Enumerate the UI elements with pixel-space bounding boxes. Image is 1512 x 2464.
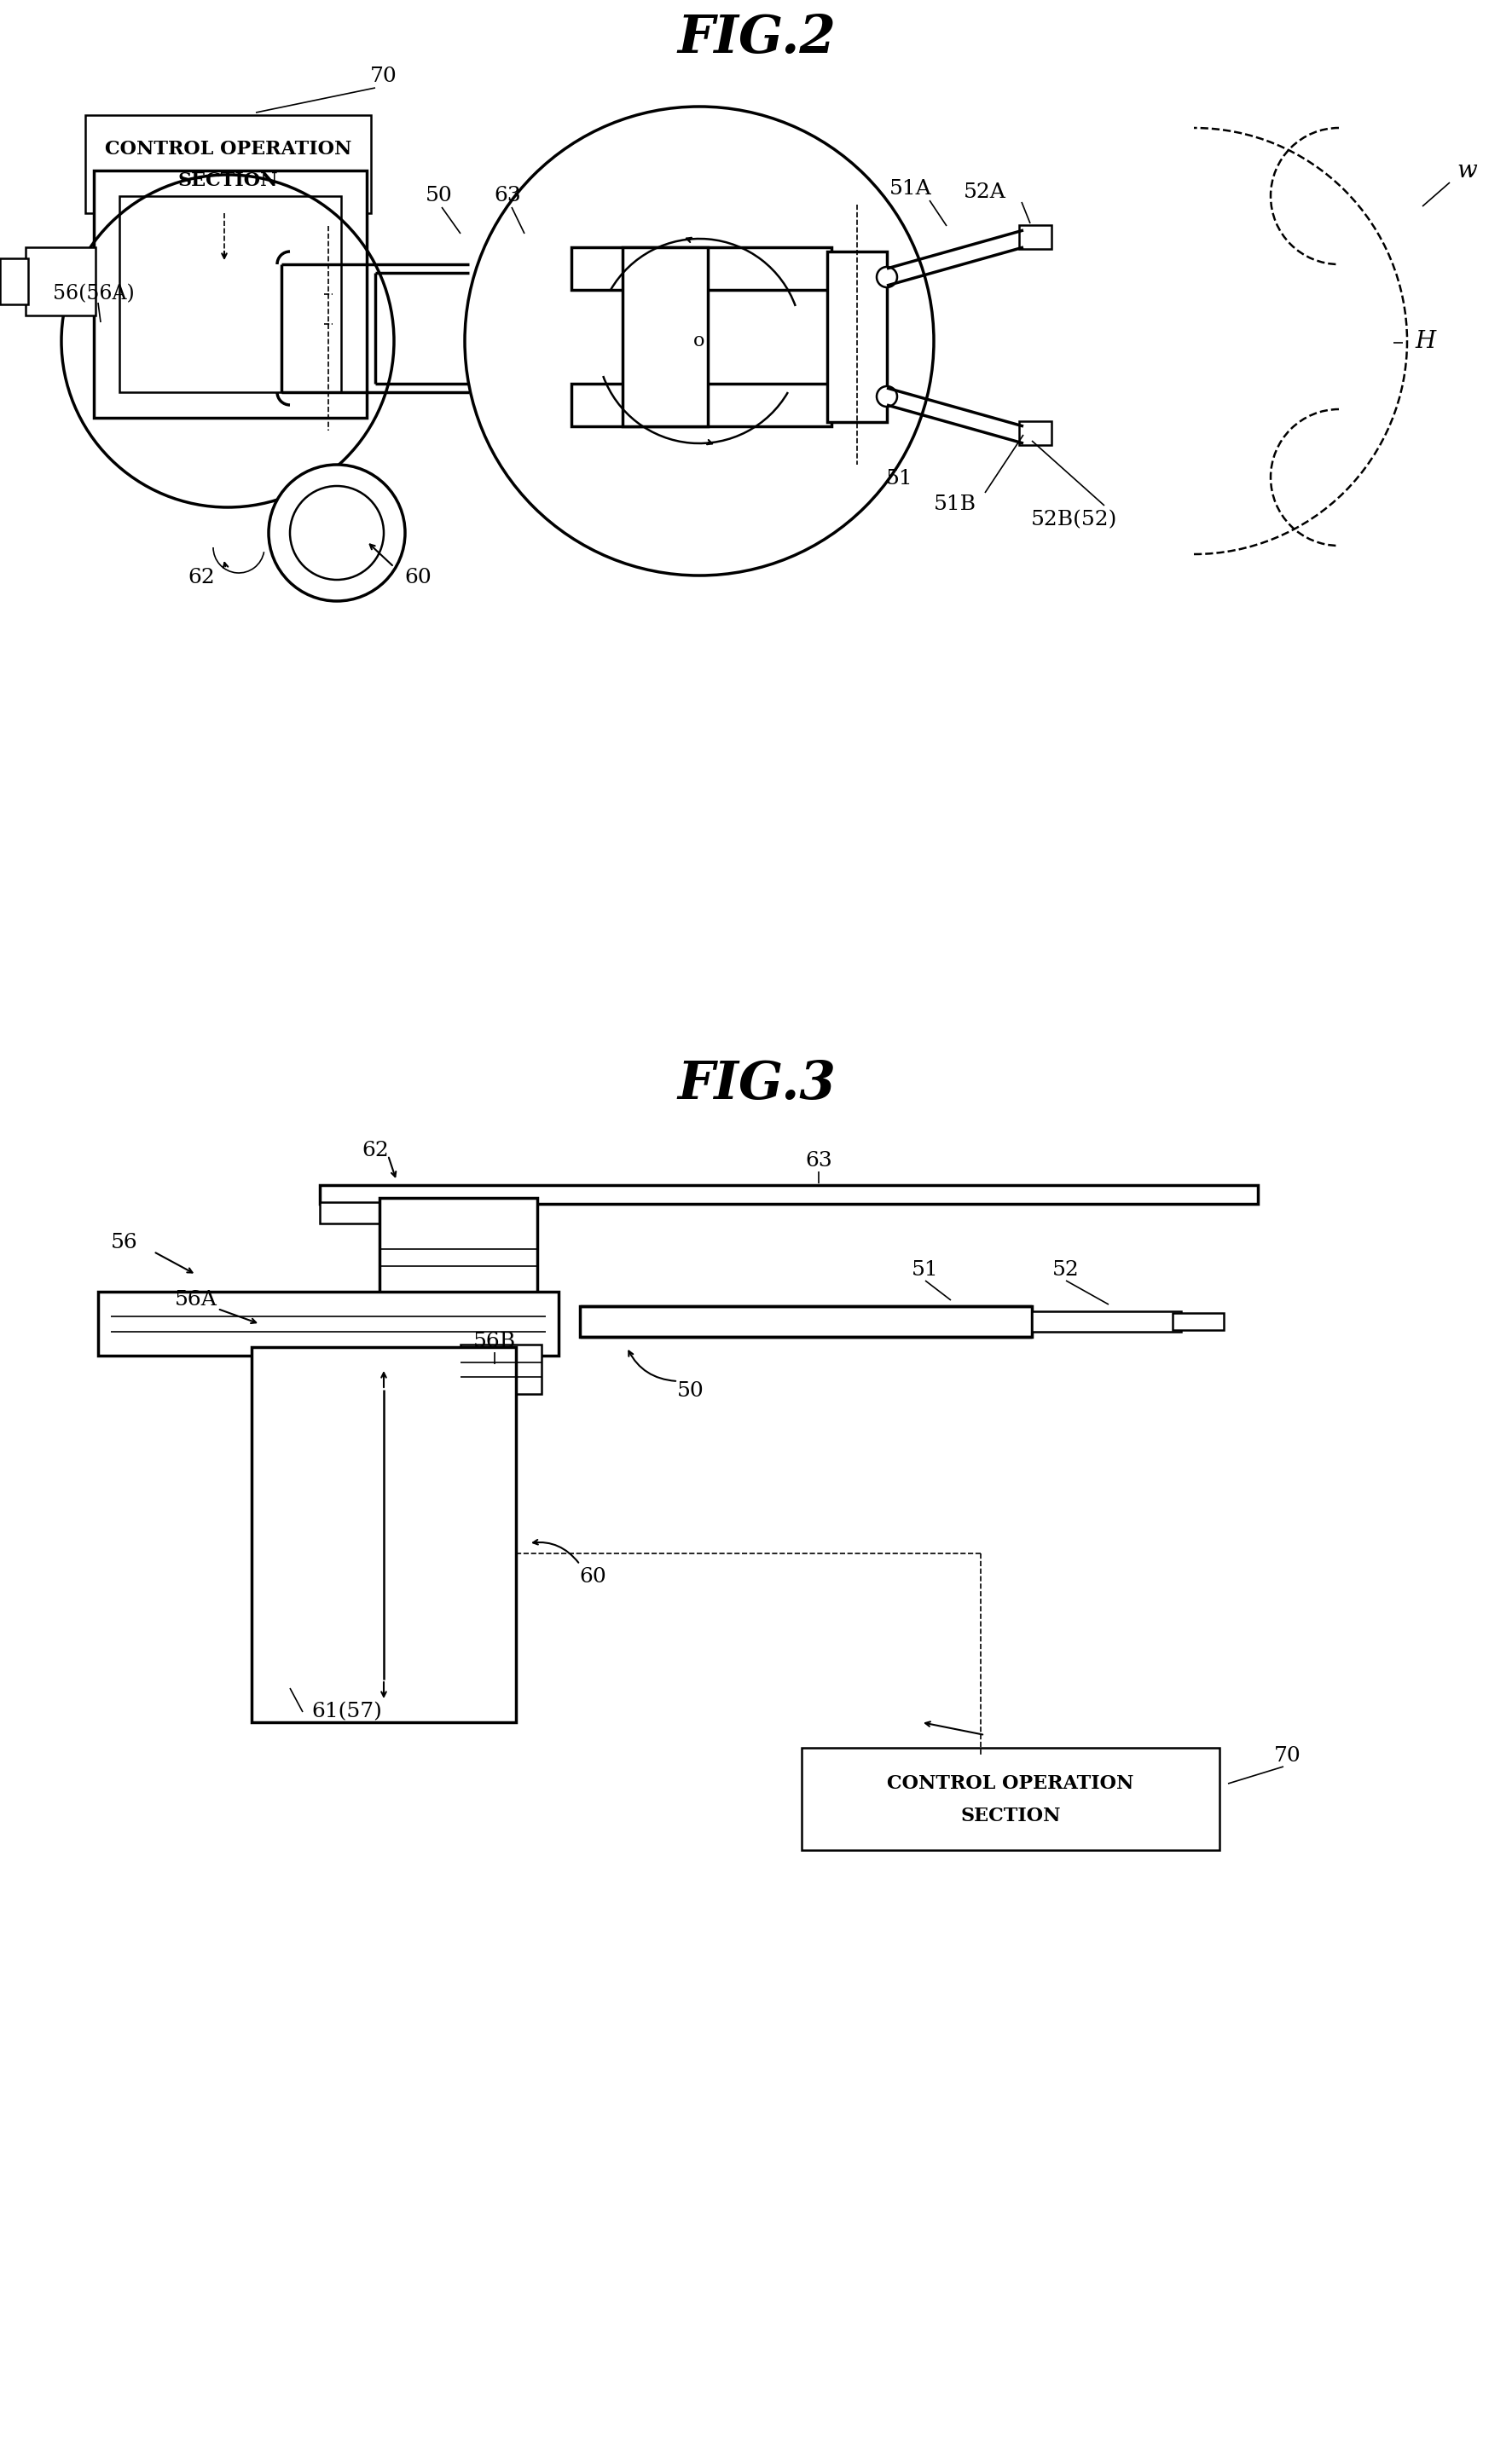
Text: 60: 60 — [404, 569, 431, 589]
Text: 52A: 52A — [963, 182, 1005, 202]
Bar — [827, 251, 886, 421]
Bar — [1172, 1313, 1223, 1331]
Bar — [572, 246, 832, 291]
Text: 51: 51 — [912, 1262, 939, 1281]
Text: 62: 62 — [361, 1141, 389, 1161]
Text: 60: 60 — [579, 1567, 606, 1587]
Text: 70: 70 — [370, 67, 398, 86]
Text: SECTION: SECTION — [960, 1806, 1060, 1826]
Text: 70: 70 — [1273, 1747, 1300, 1767]
Bar — [1019, 421, 1051, 446]
Text: 50: 50 — [677, 1382, 705, 1402]
Bar — [98, 1291, 558, 1355]
Bar — [1031, 1311, 1181, 1331]
Circle shape — [875, 387, 897, 407]
Bar — [319, 1185, 1256, 1205]
Circle shape — [269, 466, 405, 601]
Text: CONTROL OPERATION: CONTROL OPERATION — [104, 140, 351, 158]
Bar — [319, 1202, 443, 1225]
Text: 61(57): 61(57) — [311, 1703, 381, 1722]
Text: FIG.3: FIG.3 — [677, 1060, 835, 1111]
Text: 51B: 51B — [933, 495, 975, 515]
Bar — [0, 259, 29, 306]
Bar — [26, 246, 95, 315]
Text: FIG.2: FIG.2 — [677, 12, 835, 64]
Text: 62: 62 — [187, 569, 215, 589]
Text: o: o — [692, 333, 705, 350]
Bar — [621, 246, 708, 426]
Bar — [579, 1306, 1031, 1338]
Text: 56(56A): 56(56A) — [53, 283, 135, 303]
Text: 56B: 56B — [473, 1333, 516, 1353]
Bar — [251, 1348, 516, 1722]
Text: 51: 51 — [886, 468, 913, 488]
Bar — [98, 1301, 558, 1348]
Bar — [801, 1747, 1219, 1850]
Text: 51A: 51A — [889, 180, 931, 200]
Bar — [405, 1326, 525, 1365]
Text: w: w — [1456, 160, 1476, 182]
Text: H: H — [1415, 330, 1435, 352]
Text: CONTROL OPERATION: CONTROL OPERATION — [886, 1774, 1134, 1794]
Text: 52B(52): 52B(52) — [1031, 510, 1117, 530]
Bar — [85, 116, 370, 214]
Circle shape — [875, 266, 897, 288]
Circle shape — [290, 485, 384, 579]
Text: 52: 52 — [1052, 1262, 1080, 1281]
Text: SECTION: SECTION — [178, 172, 278, 190]
Text: 63: 63 — [493, 187, 520, 207]
Bar — [460, 1345, 541, 1395]
Bar — [572, 384, 832, 426]
Text: 56A: 56A — [175, 1291, 218, 1311]
Text: 56: 56 — [110, 1234, 138, 1252]
Bar — [380, 1198, 537, 1331]
Bar — [119, 197, 340, 392]
Text: 63: 63 — [804, 1151, 832, 1170]
Bar — [94, 170, 366, 419]
Bar — [1019, 224, 1051, 249]
Text: 50: 50 — [425, 187, 452, 207]
